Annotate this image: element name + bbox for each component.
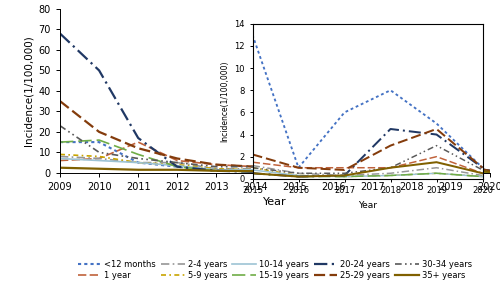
Legend: <12 months, 1 year, 2-4 years, 5-9 years, 10-14 years, 15-19 years, 20-24 years,: <12 months, 1 year, 2-4 years, 5-9 years… <box>78 260 472 280</box>
X-axis label: Year: Year <box>263 197 287 207</box>
Y-axis label: Incidence(1/100,000): Incidence(1/100,000) <box>23 35 33 146</box>
Y-axis label: Incidence(1/100,000): Incidence(1/100,000) <box>220 60 229 142</box>
X-axis label: Year: Year <box>358 201 377 210</box>
